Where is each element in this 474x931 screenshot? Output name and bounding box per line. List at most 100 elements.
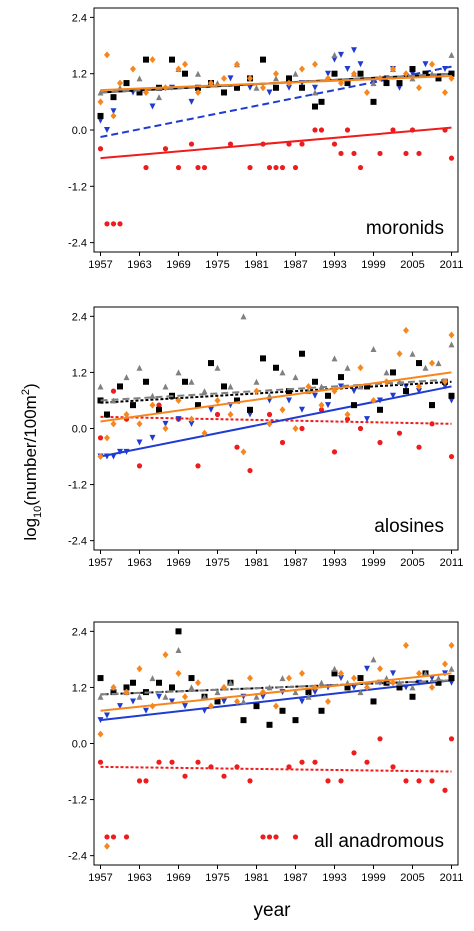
data-point: [104, 51, 110, 59]
data-point: [240, 313, 247, 320]
data-point: [97, 98, 104, 106]
data-point: [448, 341, 455, 348]
data-point: [273, 164, 279, 171]
data-point: [338, 51, 344, 58]
data-point: [162, 693, 169, 700]
data-point: [325, 402, 331, 409]
data-point: [123, 834, 130, 840]
y-tick-label: 2.4: [72, 12, 87, 24]
data-point: [149, 56, 156, 64]
data-point: [227, 383, 234, 390]
data-point: [214, 698, 221, 705]
data-point: [149, 103, 156, 110]
data-point: [143, 778, 149, 784]
data-point: [247, 406, 253, 413]
data-point: [214, 411, 221, 418]
data-point: [390, 392, 396, 399]
data-point: [156, 679, 162, 686]
data-point: [448, 331, 455, 339]
x-tick-label: 1975: [205, 557, 229, 569]
data-point: [97, 435, 104, 441]
data-point: [175, 65, 182, 73]
data-point: [312, 759, 318, 765]
data-point: [253, 387, 260, 395]
x-tick-label: 1993: [322, 259, 346, 271]
data-point: [325, 697, 331, 705]
data-point: [442, 660, 448, 668]
data-point: [370, 80, 377, 87]
data-point: [247, 84, 253, 91]
data-point: [110, 112, 117, 120]
data-point: [279, 164, 286, 171]
data-point: [429, 60, 435, 68]
data-point: [143, 56, 149, 63]
panel-title: moronids: [366, 218, 444, 239]
x-tick-label: 1981: [244, 872, 268, 884]
data-point: [188, 378, 195, 385]
trend-line: [100, 385, 452, 458]
series-black: [97, 350, 455, 418]
data-point: [416, 444, 422, 450]
data-point: [260, 84, 266, 92]
data-point: [390, 65, 396, 73]
data-point: [318, 679, 325, 686]
y-tick-label: 2.4: [72, 311, 87, 323]
data-point: [156, 402, 162, 408]
data-point: [364, 759, 370, 765]
data-point: [136, 463, 143, 469]
data-point: [123, 684, 130, 691]
data-point: [188, 420, 195, 427]
data-point: [448, 736, 455, 742]
data-point: [123, 80, 130, 87]
data-point: [195, 402, 201, 409]
data-point: [273, 702, 279, 710]
data-point: [234, 697, 240, 705]
data-point: [182, 693, 188, 701]
y-tick-label: 0.0: [72, 424, 87, 436]
data-point: [364, 416, 370, 423]
data-point: [364, 88, 370, 96]
x-tick-label: 1987: [283, 259, 307, 271]
data-point: [292, 70, 299, 77]
data-point: [136, 420, 143, 428]
data-point: [403, 641, 409, 649]
data-point: [403, 388, 409, 395]
data-point: [266, 411, 273, 418]
data-point: [136, 778, 143, 784]
data-point: [351, 684, 357, 691]
x-tick-label: 1999: [361, 872, 385, 884]
data-point: [422, 61, 429, 68]
data-point: [117, 221, 123, 227]
x-tick-label: 1963: [127, 259, 151, 271]
data-point: [357, 689, 364, 696]
data-point: [143, 707, 149, 714]
data-point: [260, 56, 266, 63]
data-point: [403, 778, 409, 784]
x-tick-label: 1975: [205, 872, 229, 884]
series-orange: [97, 326, 455, 461]
data-point: [409, 66, 416, 72]
data-point: [351, 402, 357, 409]
y-axis-label: log10(number/100m2): [20, 383, 44, 540]
data-point: [182, 703, 188, 710]
data-point: [149, 434, 156, 441]
data-point: [351, 70, 357, 78]
data-point: [383, 369, 390, 376]
x-tick-label: 1981: [244, 557, 268, 569]
data-point: [286, 75, 292, 82]
data-point: [143, 164, 149, 171]
data-point: [130, 402, 136, 409]
x-tick-label: 2005: [400, 557, 424, 569]
data-point: [195, 679, 201, 687]
data-point: [299, 141, 305, 147]
data-point: [286, 674, 292, 682]
y-tick-label: -2.4: [68, 851, 87, 863]
data-point: [370, 346, 377, 353]
x-tick-label: 1987: [283, 872, 307, 884]
data-point: [104, 127, 110, 133]
data-point: [416, 150, 422, 157]
x-tick-label: 1957: [88, 557, 112, 569]
data-point: [175, 396, 182, 404]
data-point: [351, 388, 357, 395]
data-point: [260, 834, 266, 840]
